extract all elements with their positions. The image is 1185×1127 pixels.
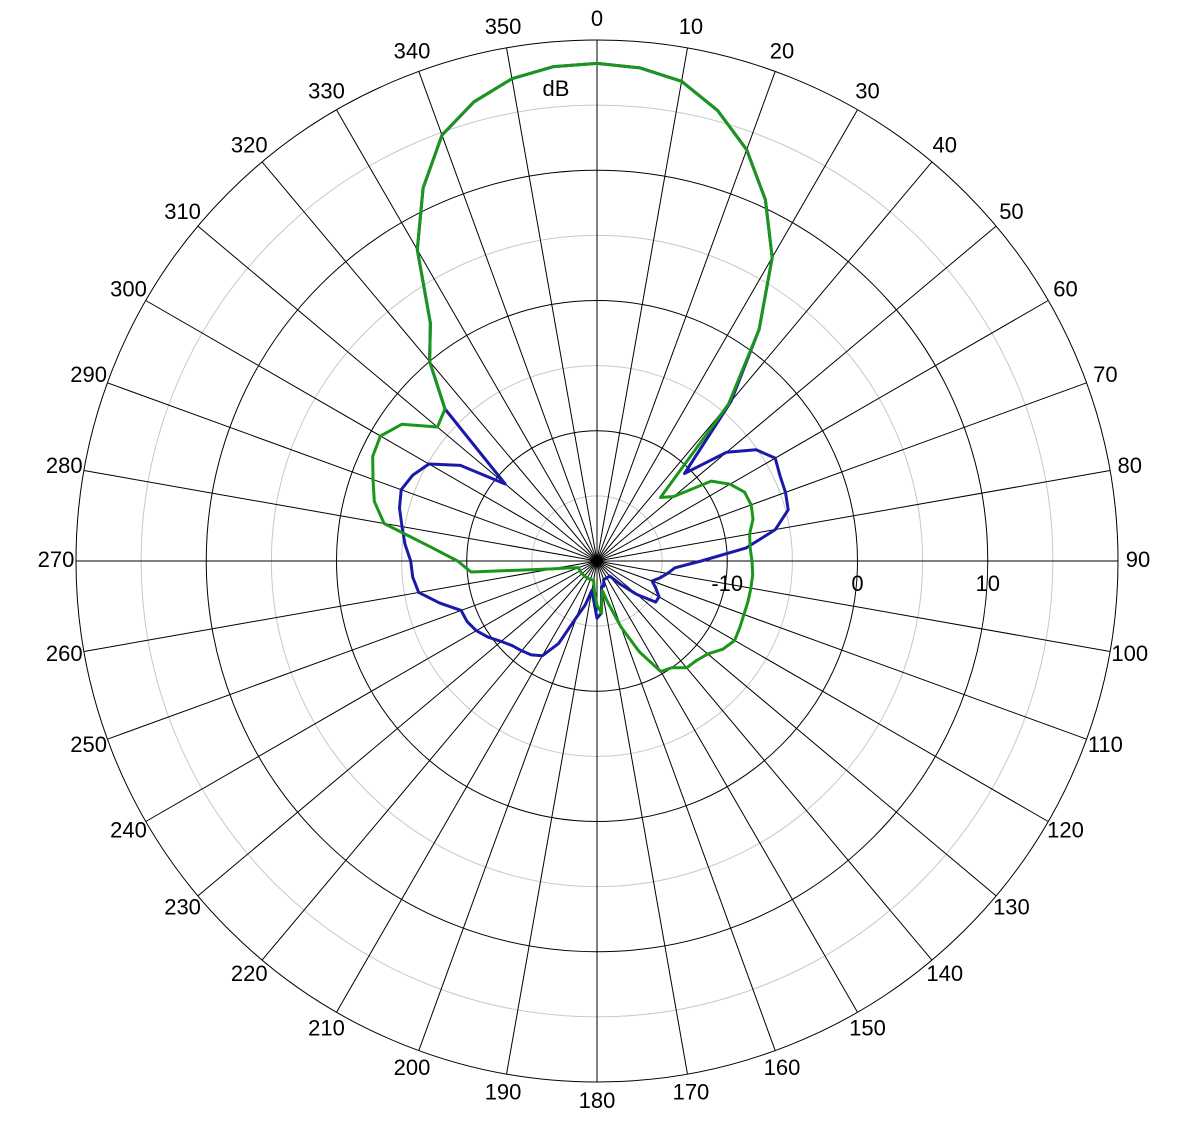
spoke [197, 560, 598, 897]
angle-tick-label: 180 [579, 1088, 616, 1113]
series-line [398, 61, 790, 658]
spoke [145, 300, 598, 562]
spoke [83, 470, 598, 562]
angle-tick-label: 80 [1118, 453, 1142, 478]
spoke [596, 47, 688, 562]
angle-tick-label: 220 [231, 961, 268, 986]
angle-tick-label: 50 [999, 199, 1023, 224]
angle-tick-label: 140 [926, 961, 963, 986]
radial-tick-label: 10 [976, 571, 1000, 596]
spoke [596, 560, 1049, 822]
spoke [596, 470, 1111, 562]
spoke [596, 560, 688, 1075]
radial-tick-label: 0 [851, 571, 863, 596]
angle-tick-label: 150 [849, 1015, 886, 1040]
angle-tick-label: 190 [485, 1080, 522, 1105]
spoke [596, 382, 1087, 562]
angle-tick-label: 350 [485, 14, 522, 39]
series-line [371, 61, 774, 673]
angle-tick-label: 210 [308, 1015, 345, 1040]
angle-tick-label: 300 [110, 276, 147, 301]
spoke [83, 560, 598, 652]
spoke [418, 71, 598, 562]
spoke [197, 225, 598, 562]
angle-tick-label: 290 [70, 362, 107, 387]
series [371, 61, 790, 673]
angle-tick-label: 70 [1093, 362, 1117, 387]
spoke [596, 300, 1049, 562]
angle-tick-label: 40 [933, 132, 957, 157]
angle-tick-label: 110 [1088, 732, 1123, 757]
spoke [506, 47, 598, 562]
spoke [596, 109, 858, 562]
spoke [107, 560, 598, 740]
angle-tick-label: 90 [1126, 547, 1150, 572]
spoke [506, 560, 598, 1075]
angle-tick-label: 340 [394, 38, 431, 63]
angle-tick-label: 310 [164, 199, 201, 224]
grid [75, 39, 1119, 1083]
angle-tick-label: 30 [855, 78, 879, 103]
angle-tick-label: 170 [673, 1080, 710, 1105]
angle-tick-label: 320 [231, 132, 268, 157]
angle-tick-label: 20 [770, 38, 794, 63]
spoke [596, 225, 997, 562]
angle-tick-label: 250 [70, 732, 107, 757]
angle-tick-label: 120 [1047, 817, 1084, 842]
spoke [336, 560, 598, 1013]
spoke [107, 382, 598, 562]
angle-tick-label: 240 [110, 817, 147, 842]
angle-tick-label: 10 [679, 14, 703, 39]
angle-tick-label: 60 [1053, 276, 1077, 301]
angle-tick-label: 160 [764, 1055, 801, 1080]
spoke [596, 161, 933, 562]
angle-tick-label: 130 [993, 895, 1030, 920]
spoke [418, 560, 598, 1051]
angle-tick-label: 270 [38, 547, 75, 572]
tick-labels: -10 0 100 102030405060708090100110120130140… [38, 6, 1151, 1113]
angle-tick-label: 280 [46, 453, 83, 478]
spoke [596, 560, 858, 1013]
angle-tick-label: 0 [591, 6, 603, 31]
spoke [596, 560, 776, 1051]
spoke [596, 560, 997, 897]
spoke [596, 71, 776, 562]
angle-tick-label: 230 [164, 895, 201, 920]
radial-tick-label: -10 [711, 571, 743, 596]
spoke [145, 560, 598, 822]
spoke [336, 109, 598, 562]
angle-tick-label: 100 [1111, 641, 1148, 666]
angle-tick-label: 330 [308, 78, 345, 103]
spoke [596, 560, 1111, 652]
angle-tick-label: 260 [46, 641, 83, 666]
spoke [261, 560, 598, 961]
spoke [596, 560, 933, 961]
radial-axis-label: dB [543, 76, 570, 101]
spoke [596, 560, 1087, 740]
angle-tick-label: 200 [394, 1055, 431, 1080]
